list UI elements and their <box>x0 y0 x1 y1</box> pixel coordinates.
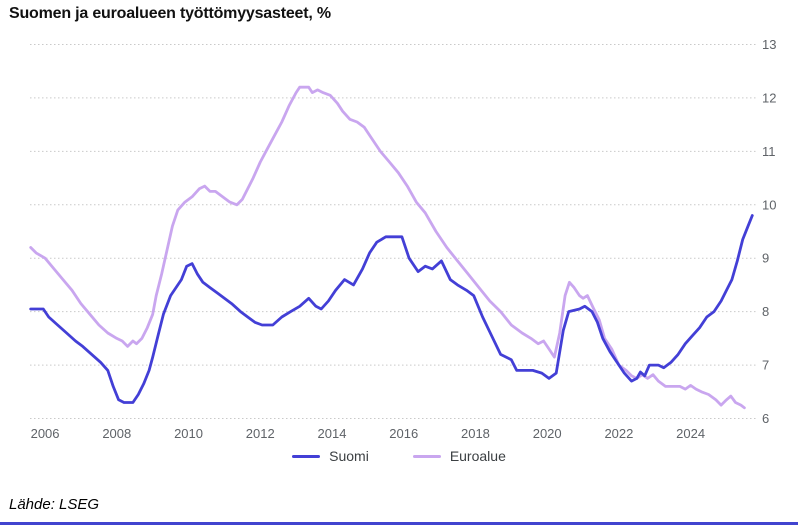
euroalue-line-swatch <box>412 454 441 458</box>
x-tick-label: 2010 <box>174 426 203 441</box>
x-tick-label: 2020 <box>533 426 562 441</box>
y-tick-label: 12 <box>762 90 776 105</box>
x-tick-label: 2016 <box>389 426 418 441</box>
y-tick-label: 6 <box>762 411 769 426</box>
euroalue-line <box>29 85 746 410</box>
suomi-line <box>29 214 754 404</box>
x-tick-label: 2012 <box>246 426 275 441</box>
legend-label-suomi: Suomi <box>329 448 369 464</box>
line-chart-canvas: 6 7 8 9 10 11 12 13 2006 2008 2010 2012 2014 2016 2018… <box>29 37 776 441</box>
legend-label-euroalue: Euroalue <box>449 448 506 464</box>
x-tick-label: 2018 <box>461 426 490 441</box>
y-tick-label: 11 <box>762 144 776 159</box>
chart-legend: Suomi Euroalue <box>0 445 798 467</box>
y-tick-label: 10 <box>762 197 776 212</box>
y-tick-label: 8 <box>762 304 769 319</box>
x-tick-label: 2022 <box>604 426 633 441</box>
legend-item-suomi: Suomi <box>292 448 369 464</box>
y-tick-label: 9 <box>762 251 769 266</box>
source-caption: Lähde: LSEG <box>9 496 100 513</box>
legend-item-euroalue: Euroalue <box>412 448 506 464</box>
x-tick-label: 2014 <box>318 426 347 441</box>
chart-title: Suomen ja euroalueen työttömyysasteet, % <box>9 5 331 22</box>
y-tick-label: 13 <box>762 37 776 52</box>
x-tick-label: 2024 <box>676 426 705 441</box>
x-tick-label: 2008 <box>102 426 131 441</box>
y-tick-label: 7 <box>762 358 769 373</box>
suomi-line-swatch <box>292 454 321 458</box>
bottom-accent-bar <box>0 522 798 525</box>
x-tick-label: 2006 <box>31 426 60 441</box>
